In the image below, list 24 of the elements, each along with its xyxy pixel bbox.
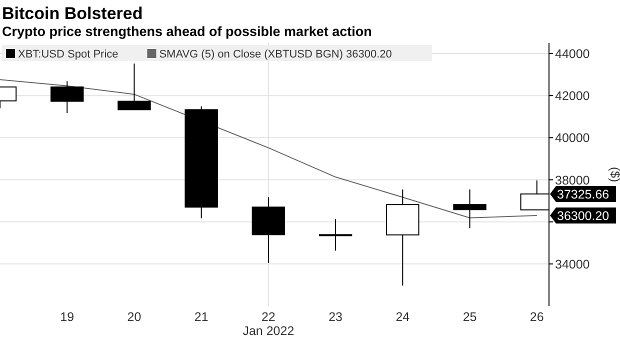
x-tick-label: 20 — [127, 310, 142, 324]
y-tick-label: 34000 — [555, 257, 590, 272]
chart-title: Bitcoin Bolstered — [2, 4, 143, 23]
x-tick-label: 25 — [462, 310, 477, 324]
y-axis-title: ($) — [608, 166, 620, 182]
candlestick — [318, 218, 352, 252]
x-tick-label: 19 — [60, 310, 74, 324]
y-tick-label: 42000 — [555, 89, 590, 104]
y-tick-label: 38000 — [555, 173, 590, 188]
x-tick-label: 23 — [328, 310, 343, 324]
y-tick-label: 44000 — [555, 47, 590, 62]
line-series — [0, 79, 538, 218]
x-tick-label: 21 — [194, 310, 208, 324]
text: 37325.66 — [557, 187, 610, 202]
legend-label: SMAVG (5) on Close (XBTUSD BGN) 36300.20 — [159, 48, 392, 60]
x-tick-label: 26 — [530, 310, 544, 324]
data-label: 36300.20 — [557, 209, 610, 224]
legend-label: XBT:USD Spot Price — [18, 48, 118, 60]
x-tick-label: 24 — [396, 310, 410, 324]
candlestick — [453, 188, 486, 228]
chart-subtitle: Crypto price strengthens ahead of possible market action — [2, 24, 372, 39]
x-axis-title: Jan 2022 — [242, 324, 294, 338]
x-tick-label: 22 — [261, 310, 276, 324]
y-tick-label: 40000 — [555, 131, 590, 146]
